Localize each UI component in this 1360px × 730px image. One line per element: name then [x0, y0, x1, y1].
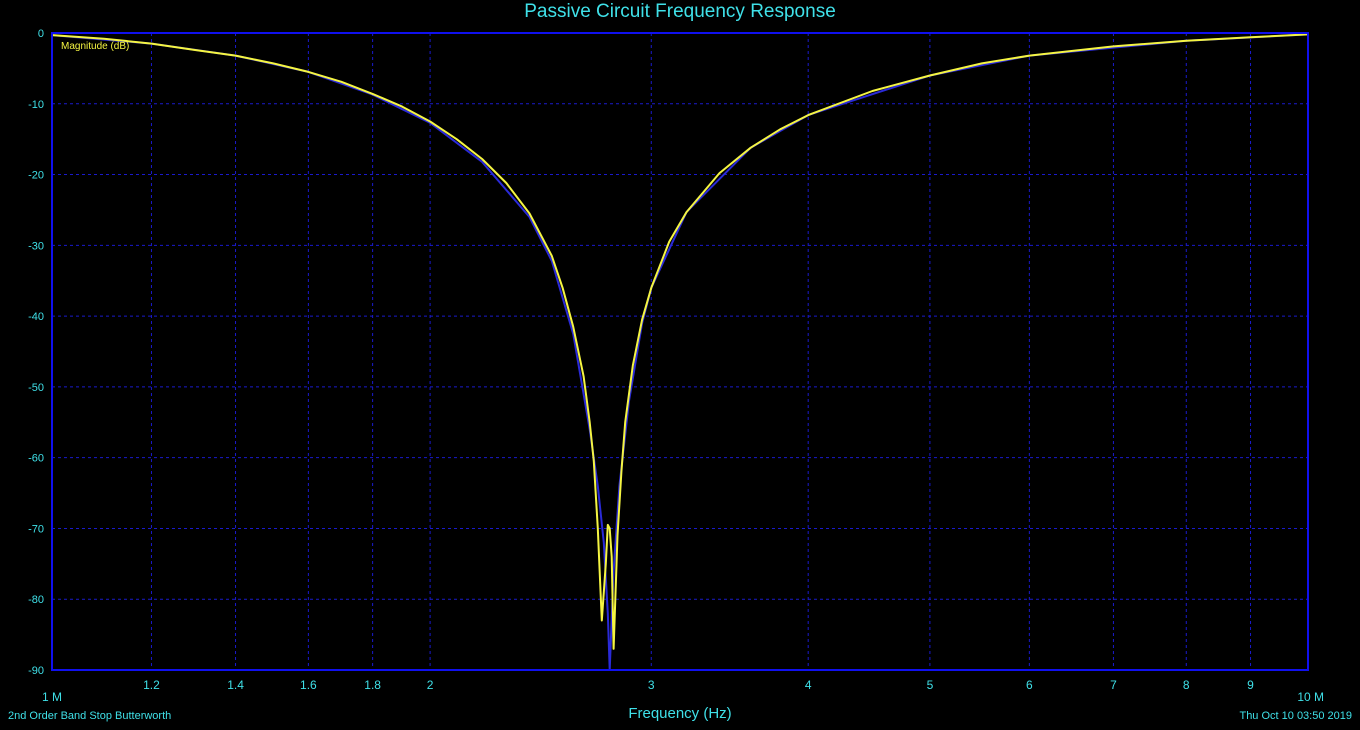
y-tick-label: -40: [28, 311, 44, 323]
y-axis-tick-labels: 0 -10 -20 -30 -40 -50 -60 -70 -80 -90: [28, 28, 44, 677]
x-tick-label: 1.4: [227, 678, 244, 692]
chart-title: Passive Circuit Frequency Response: [524, 1, 836, 22]
x-tick-label: 5: [927, 678, 934, 692]
y-tick-label: 0: [38, 28, 44, 40]
series-lines: [51, 33, 1309, 671]
series-label: Magnitude (dB): [61, 41, 130, 52]
timestamp: Thu Oct 10 03:50 2019: [1239, 710, 1352, 722]
y-tick-label: -60: [28, 453, 44, 465]
x-tick-label: 2: [427, 678, 434, 692]
y-tick-label: -30: [28, 240, 44, 252]
y-tick-label: -50: [28, 382, 44, 394]
grid-lines: [52, 33, 1308, 670]
plot-frame: [51, 32, 1309, 671]
x-tick-label: 10 M: [1297, 690, 1324, 704]
x-tick-label: 7: [1110, 678, 1117, 692]
x-tick-label: 9: [1247, 678, 1254, 692]
x-tick-label: 4: [805, 678, 812, 692]
reference-series-line: [51, 33, 1309, 671]
x-tick-label: 8: [1183, 678, 1190, 692]
y-tick-label: -70: [28, 523, 44, 535]
y-tick-label: -10: [28, 99, 44, 111]
x-tick-label: 1.6: [300, 678, 317, 692]
x-tick-label: 6: [1026, 678, 1033, 692]
y-tick-label: -80: [28, 594, 44, 606]
x-tick-label: 1 M: [42, 690, 62, 704]
y-tick-label: -90: [28, 665, 44, 677]
x-axis-tick-labels: 1 M 1.2 1.4 1.6 1.8 2 3 4 5 6 7 8 9 10 M: [42, 678, 1324, 704]
x-axis-label: Frequency (Hz): [628, 705, 732, 722]
magnitude-series-line: [51, 33, 1309, 650]
x-tick-label: 3: [648, 678, 655, 692]
x-tick-label: 1.2: [143, 678, 160, 692]
x-tick-label: 1.8: [364, 678, 381, 692]
y-tick-label: -20: [28, 170, 44, 182]
circuit-description: 2nd Order Band Stop Butterworth: [8, 710, 172, 722]
